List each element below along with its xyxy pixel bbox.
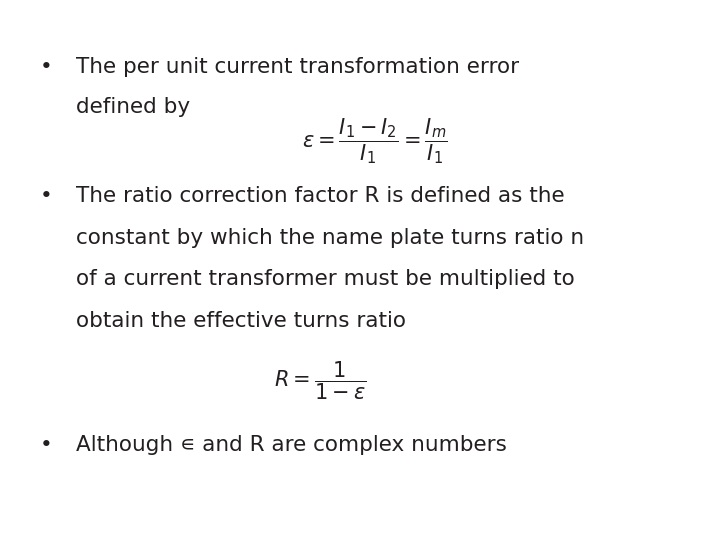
Text: •: • xyxy=(40,435,53,455)
Text: •: • xyxy=(40,186,53,206)
Text: •: • xyxy=(40,57,53,77)
Text: defined by: defined by xyxy=(76,97,190,117)
Text: Although ∊ and R are complex numbers: Although ∊ and R are complex numbers xyxy=(76,435,506,455)
Text: obtain the effective turns ratio: obtain the effective turns ratio xyxy=(76,311,405,331)
Text: $\varepsilon = \dfrac{I_1 - I_2}{I_1} = \dfrac{I_m}{I_1}$: $\varepsilon = \dfrac{I_1 - I_2}{I_1} = … xyxy=(302,116,449,166)
Text: of a current transformer must be multiplied to: of a current transformer must be multipl… xyxy=(76,269,575,289)
Text: constant by which the name plate turns ratio n: constant by which the name plate turns r… xyxy=(76,228,584,248)
Text: The ratio correction factor R is defined as the: The ratio correction factor R is defined… xyxy=(76,186,564,206)
Text: $R = \dfrac{1}{1 - \varepsilon}$: $R = \dfrac{1}{1 - \varepsilon}$ xyxy=(274,359,366,402)
Text: The per unit current transformation error: The per unit current transformation erro… xyxy=(76,57,518,77)
